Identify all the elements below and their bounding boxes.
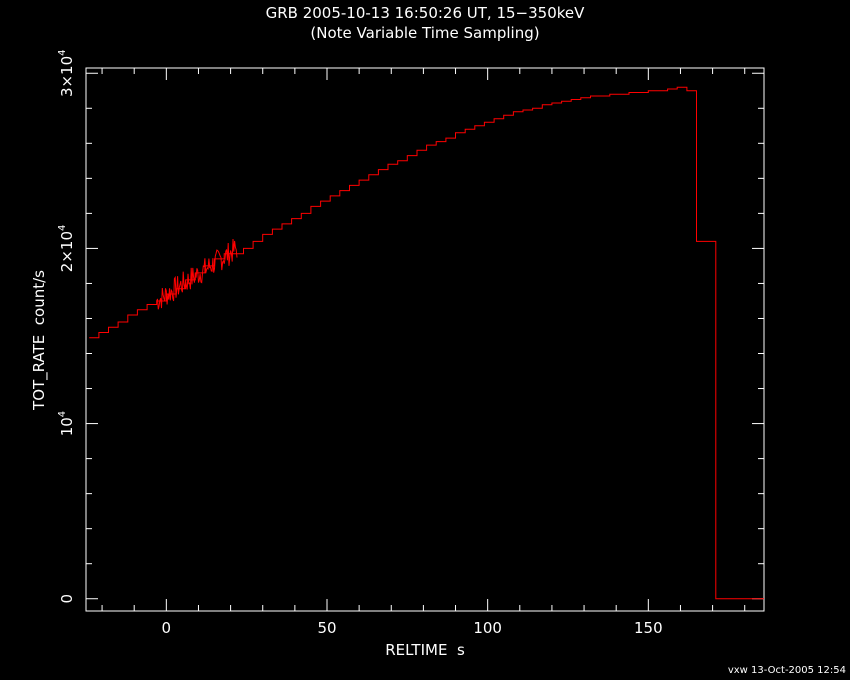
x-tick-label: 50 [317,619,336,637]
chart-subtitle: (Note Variable Time Sampling) [310,24,539,42]
series-line [89,86,764,600]
y-tick-label: 0 [58,594,76,604]
x-tick-label: 100 [473,619,502,637]
y-tick-label: 2×104 [57,225,76,273]
series-layer [89,86,764,600]
footer-timestamp: vxw 13-Oct-2005 12:54 [728,665,846,676]
plot-frame [85,67,765,612]
x-tick-label: 150 [634,619,663,637]
axis-ticks [86,68,764,611]
x-tick-label: 0 [162,619,172,637]
y-tick-label: 3×104 [57,49,76,97]
y-tick-label: 104 [57,411,76,436]
chart-title: GRB 2005-10-13 16:50:26 UT, 15−350keV [266,4,586,22]
series-dense-segment [156,238,238,310]
x-axis-label: RELTIME s [385,641,465,659]
y-tick-labels: 0 104 2×104 3×104 [57,49,76,603]
y-axis-label: TOT_RATE count/s [30,270,49,411]
x-tick-labels: 0 50 100 150 [162,619,663,637]
